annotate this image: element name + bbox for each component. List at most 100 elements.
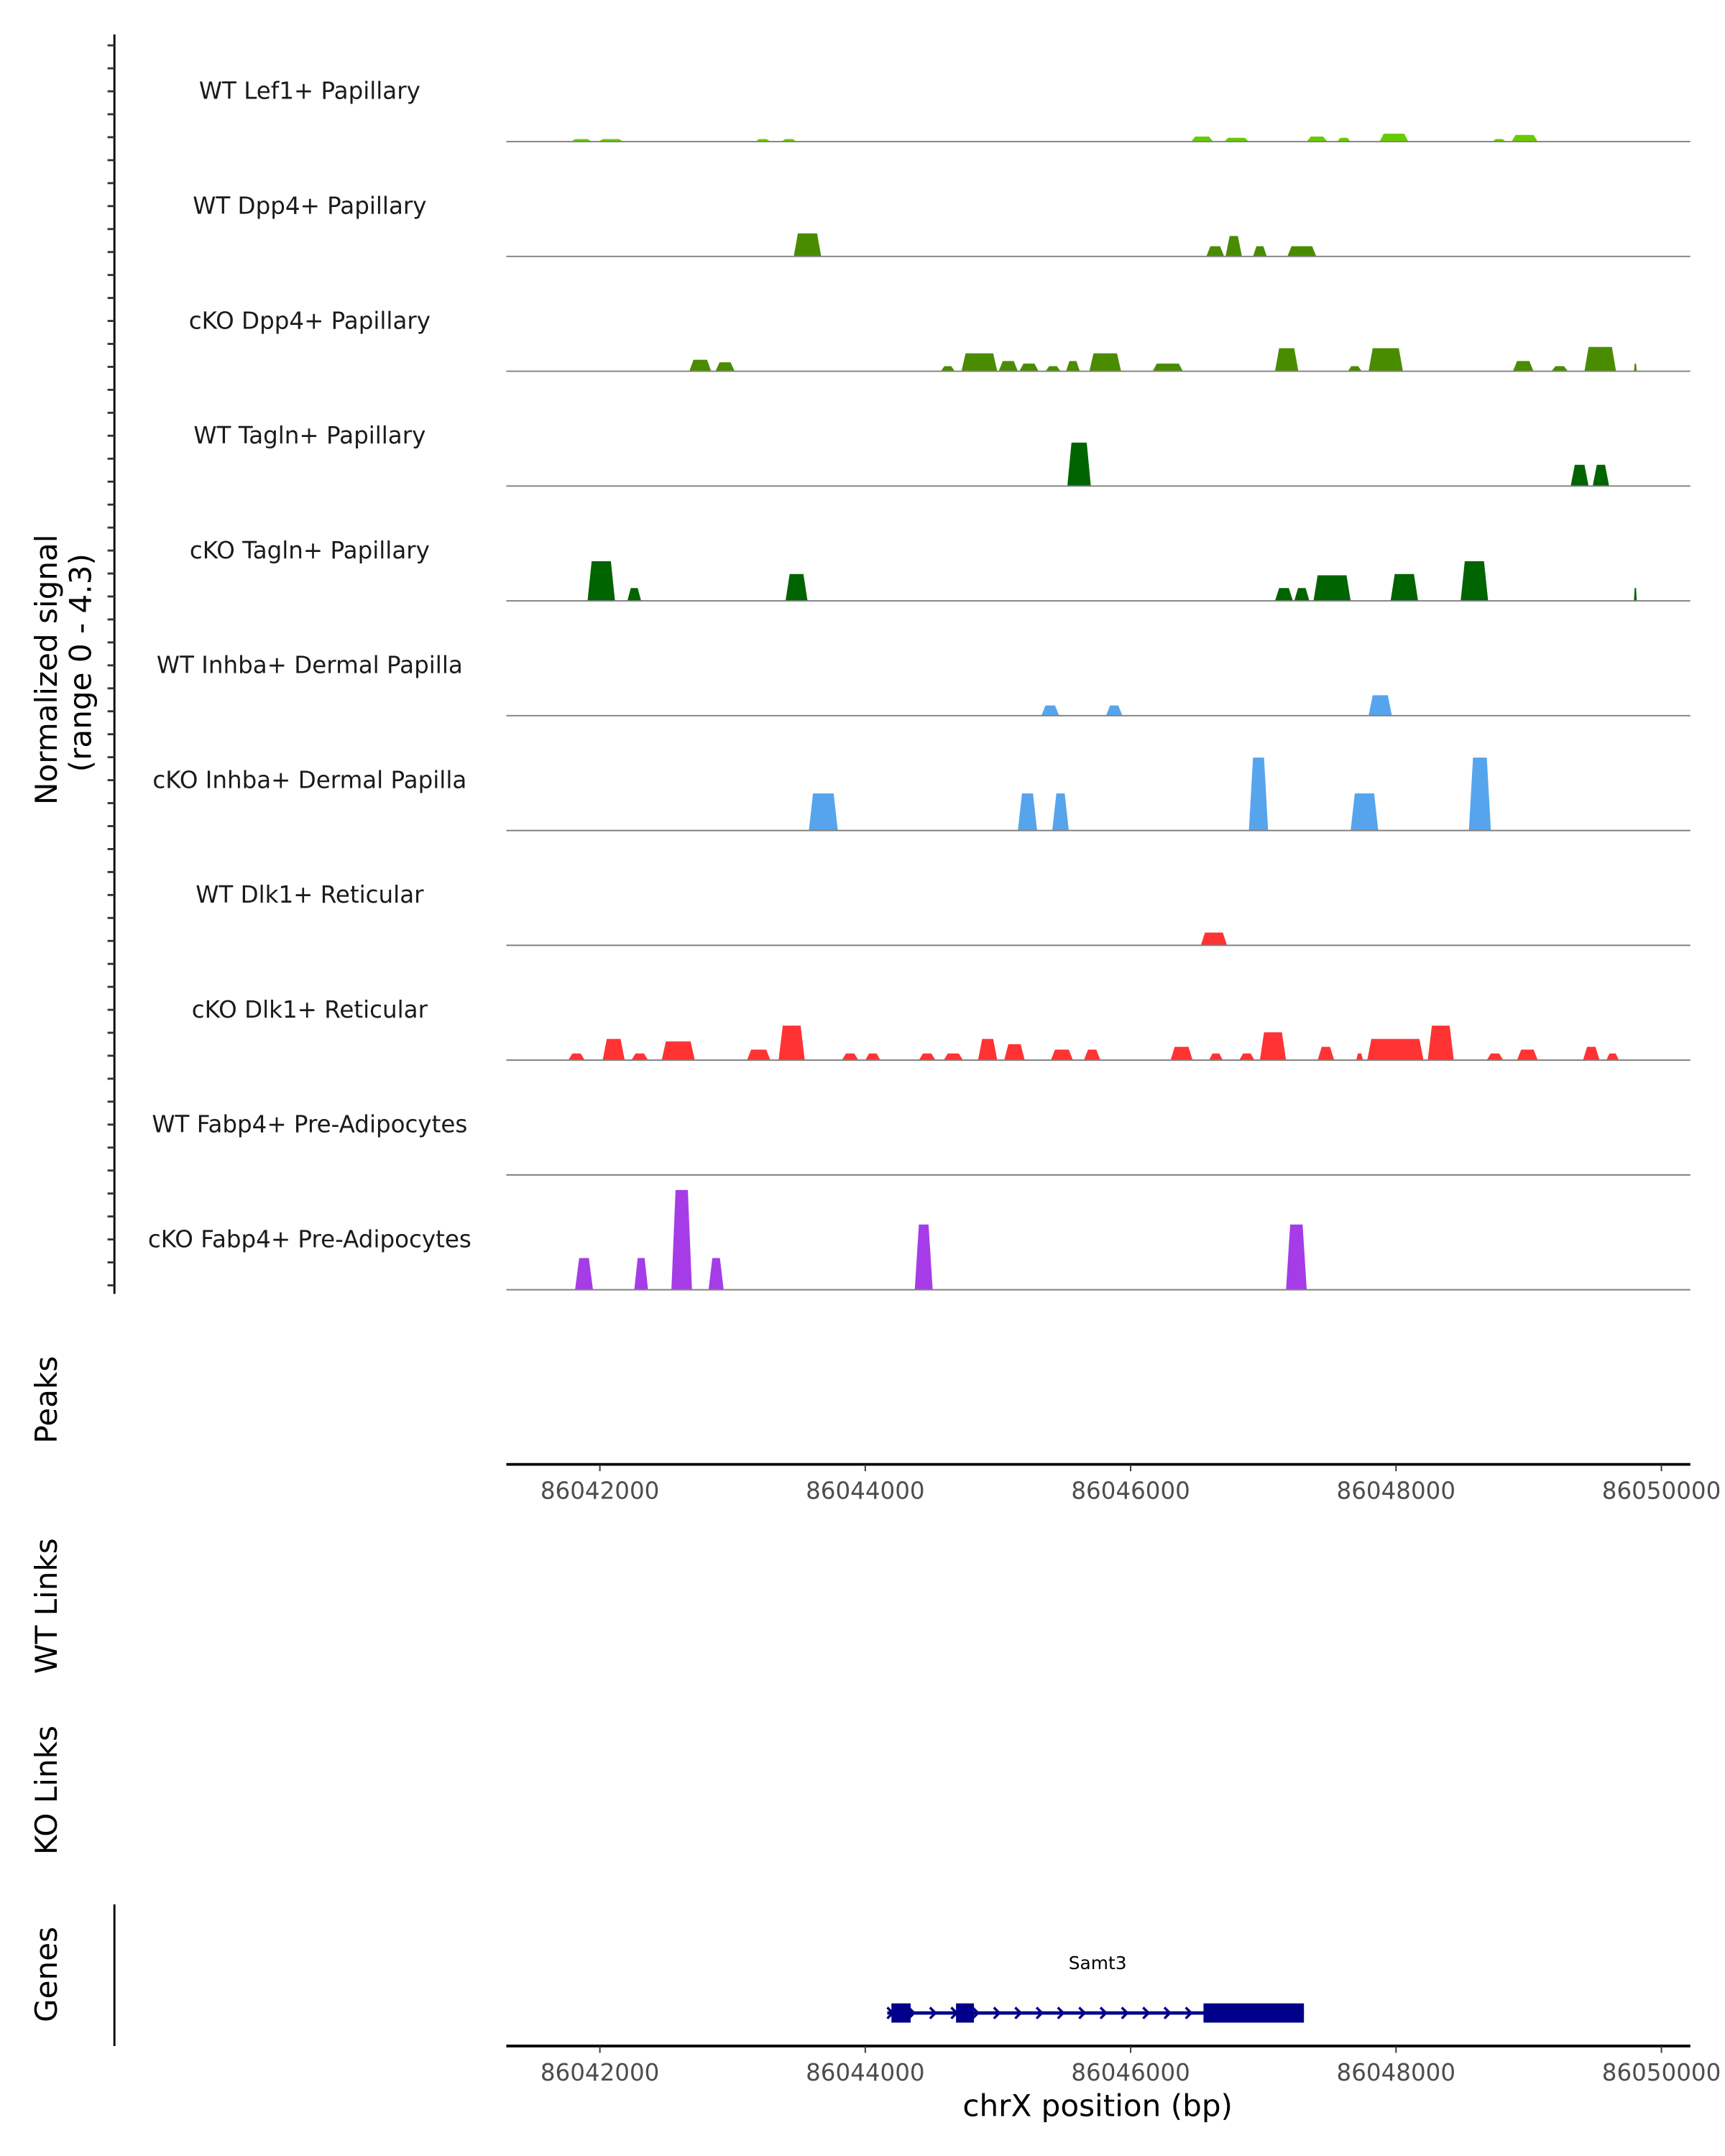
signal-peak [627, 588, 642, 602]
x-axis-title: chrX position (bp) [962, 2088, 1233, 2124]
track-label: WT Dpp4+ Papillary [193, 193, 426, 220]
track: cKO Fabp4+ Pre-Adipocytes [148, 1189, 1690, 1291]
signal-peak [1287, 246, 1317, 257]
gene-exon [891, 2003, 911, 2023]
track: cKO Dpp4+ Papillary [189, 307, 1690, 372]
track-label: cKO Inhba+ Dermal Papilla [152, 766, 466, 793]
strand-arrow-icon [1142, 2007, 1151, 2019]
peaks-label: Peaks [29, 1356, 64, 1444]
gene-exon [956, 2003, 975, 2023]
strand-arrow-icon [971, 2007, 980, 2019]
signal-peak [1351, 793, 1379, 831]
strand-arrow-icon [1121, 2007, 1129, 2019]
x-tick-label: 86046000 [1071, 1477, 1190, 1504]
signal-peak [1379, 134, 1409, 142]
signal-peak [1584, 346, 1616, 372]
track-label: cKO Fabp4+ Pre-Adipocytes [148, 1225, 472, 1253]
signal-peak [708, 1258, 724, 1290]
signal-peak [1286, 1224, 1307, 1290]
signal-peak [1356, 1053, 1363, 1061]
signal-peak [575, 1258, 594, 1290]
signal-peak [671, 1189, 692, 1290]
signal-peak [1045, 366, 1061, 372]
strand-arrow-icon [929, 2007, 937, 2019]
x-axis-top: 86042000 86044000 86046000 86048000 86050000 [506, 1462, 1721, 1504]
signal-peak [1259, 1032, 1287, 1061]
signal-peak [1634, 588, 1637, 602]
signal-peak [1592, 464, 1609, 487]
track-label: cKO Dlk1+ Reticular [192, 996, 428, 1023]
signal-peak [747, 1049, 770, 1061]
signal-peak [661, 1041, 695, 1061]
signal-peak [1606, 1053, 1619, 1061]
signal-peak [1486, 1053, 1504, 1061]
signal-peak [1248, 757, 1269, 831]
signal-peak [587, 561, 615, 602]
signal-peak [865, 1053, 880, 1061]
signal-peak [602, 1038, 625, 1061]
track-label: WT Dlk1+ Reticular [196, 881, 424, 908]
y-axis-range-label: (range 0 - 4.3) [63, 553, 98, 772]
gene-label: Samt3 [1069, 1953, 1127, 1973]
signal-peak [1368, 695, 1392, 716]
signal-peak [1152, 363, 1183, 372]
track: WT Fabp4+ Pre-Adipocytes [152, 1111, 1690, 1176]
signal-peak [568, 1053, 585, 1061]
signal-peak [1067, 442, 1091, 487]
signal-peak [1570, 464, 1589, 487]
signal-peak [1511, 134, 1538, 142]
signal-peak [1517, 1049, 1538, 1061]
signal-peak [1460, 561, 1489, 602]
ko-links-label: KO Links [29, 1726, 64, 1855]
signal-peak [1041, 705, 1059, 716]
signal-peak [998, 361, 1018, 372]
x-tick-label: 86048000 [1337, 1477, 1455, 1504]
signal-peak [1348, 366, 1362, 372]
signal-peak [1468, 757, 1491, 831]
signal-peak [634, 1258, 648, 1290]
signal-peak [1200, 932, 1228, 946]
signal-peak [1089, 353, 1121, 372]
signal-peak [1052, 793, 1070, 831]
track: cKO Inhba+ Dermal Papilla [152, 757, 1690, 831]
track-label: WT Inhba+ Dermal Papilla [157, 652, 463, 679]
x-tick-label: 86044000 [806, 2059, 925, 2086]
signal-peak [809, 793, 838, 831]
signal-peak [1583, 1046, 1600, 1061]
signal-peak [1294, 588, 1310, 602]
strand-arrow-icon [1078, 2007, 1087, 2019]
signal-peak [1313, 575, 1351, 602]
signal-peak [1427, 1026, 1454, 1061]
signal-peak [1634, 363, 1637, 372]
x-tick-label: 86050000 [1602, 1477, 1721, 1504]
signal-peak [689, 359, 712, 372]
signal-peak [943, 1053, 963, 1061]
x-tick-label: 86042000 [540, 2059, 660, 2086]
signal-peak [1274, 348, 1299, 372]
x-tick-label: 86042000 [540, 1477, 660, 1504]
signal-peak [1225, 236, 1242, 257]
signal-peak [1105, 705, 1123, 716]
strand-arrow-icon [1163, 2007, 1172, 2019]
signal-peak [914, 1224, 933, 1290]
signal-peak [1018, 793, 1037, 831]
signal-peak [778, 1026, 805, 1061]
signal-peak [1337, 137, 1351, 142]
signal-peak [1368, 348, 1403, 372]
track: WT Tagln+ Papillary [193, 422, 1690, 487]
signal-peak [978, 1038, 998, 1061]
signal-peak [1170, 1046, 1193, 1061]
x-tick-label: 86048000 [1337, 2059, 1455, 2086]
signal-peak [1253, 246, 1267, 257]
strand-arrow-icon [1184, 2007, 1193, 2019]
signal-peak [1551, 366, 1568, 372]
x-axis-bottom: 86042000 86044000 86046000 86048000 86050000 [506, 2045, 1721, 2086]
signal-peak [794, 233, 822, 257]
track-label: WT Fabp4+ Pre-Adipocytes [152, 1111, 467, 1138]
track: cKO Dlk1+ Reticular [192, 996, 1690, 1061]
signal-peak [941, 366, 955, 372]
track-label: cKO Tagln+ Papillary [190, 537, 430, 564]
x-tick-label: 86050000 [1602, 2059, 1721, 2086]
signal-peak [1019, 363, 1039, 372]
track: WT Dlk1+ Reticular [196, 881, 1690, 946]
